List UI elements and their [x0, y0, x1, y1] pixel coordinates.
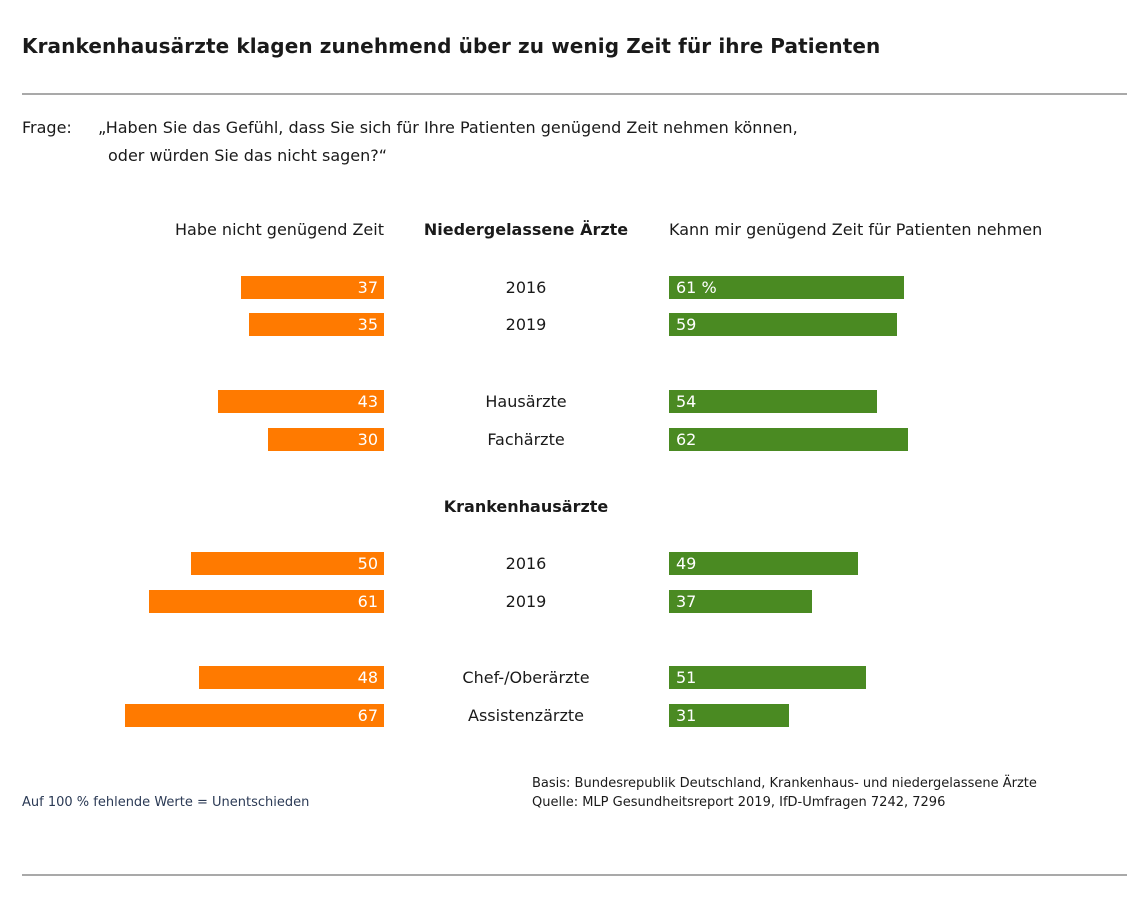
bar-not-enough-time: 61 — [149, 590, 384, 613]
bar-enough-time: 59 — [669, 313, 897, 336]
bar-enough-time: 49 — [669, 552, 858, 575]
row-label: Assistenzärzte — [468, 706, 584, 725]
bar-not-enough-time: 67 — [125, 704, 384, 727]
group-header: Krankenhausärzte — [443, 497, 609, 516]
row-label: Chef-/Oberärzte — [462, 668, 590, 687]
source-basis: Basis: Bundesrepublik Deutschland, Krank… — [532, 776, 1037, 791]
top-divider — [22, 93, 1127, 95]
group-header: Niedergelassene Ärzte — [423, 220, 629, 239]
source-quelle: Quelle: MLP Gesundheitsreport 2019, IfD-… — [532, 795, 946, 810]
question-line-1: „Haben Sie das Gefühl, dass Sie sich für… — [98, 118, 798, 137]
row-label: Fachärzte — [487, 430, 565, 449]
bar-enough-time: 31 — [669, 704, 789, 727]
left-column-header: Habe nicht genügend Zeit — [175, 220, 384, 239]
right-column-header: Kann mir genügend Zeit für Patienten neh… — [669, 220, 1043, 239]
bar-not-enough-time: 37 — [241, 276, 384, 299]
bar-enough-time: 51 — [669, 666, 866, 689]
row-label: 2019 — [505, 592, 547, 611]
bar-enough-time: 61 % — [669, 276, 904, 299]
question-label: Frage: — [22, 118, 72, 137]
row-label: Hausärzte — [485, 392, 567, 411]
bar-enough-time: 37 — [669, 590, 812, 613]
row-label: 2019 — [505, 315, 547, 334]
bottom-divider — [22, 874, 1127, 876]
bar-not-enough-time: 30 — [268, 428, 384, 451]
row-label: 2016 — [505, 554, 547, 573]
chart-title: Krankenhausärzte klagen zunehmend über z… — [22, 34, 881, 58]
bar-not-enough-time: 43 — [218, 390, 384, 413]
bar-not-enough-time: 50 — [191, 552, 384, 575]
bar-enough-time: 62 — [669, 428, 908, 451]
bar-enough-time: 54 — [669, 390, 877, 413]
row-label: 2016 — [505, 278, 547, 297]
question-line-2: oder würden Sie das nicht sagen?“ — [108, 146, 388, 165]
footnote: Auf 100 % fehlende Werte = Unentschieden — [22, 795, 310, 810]
bar-not-enough-time: 35 — [249, 313, 384, 336]
bar-not-enough-time: 48 — [199, 666, 384, 689]
